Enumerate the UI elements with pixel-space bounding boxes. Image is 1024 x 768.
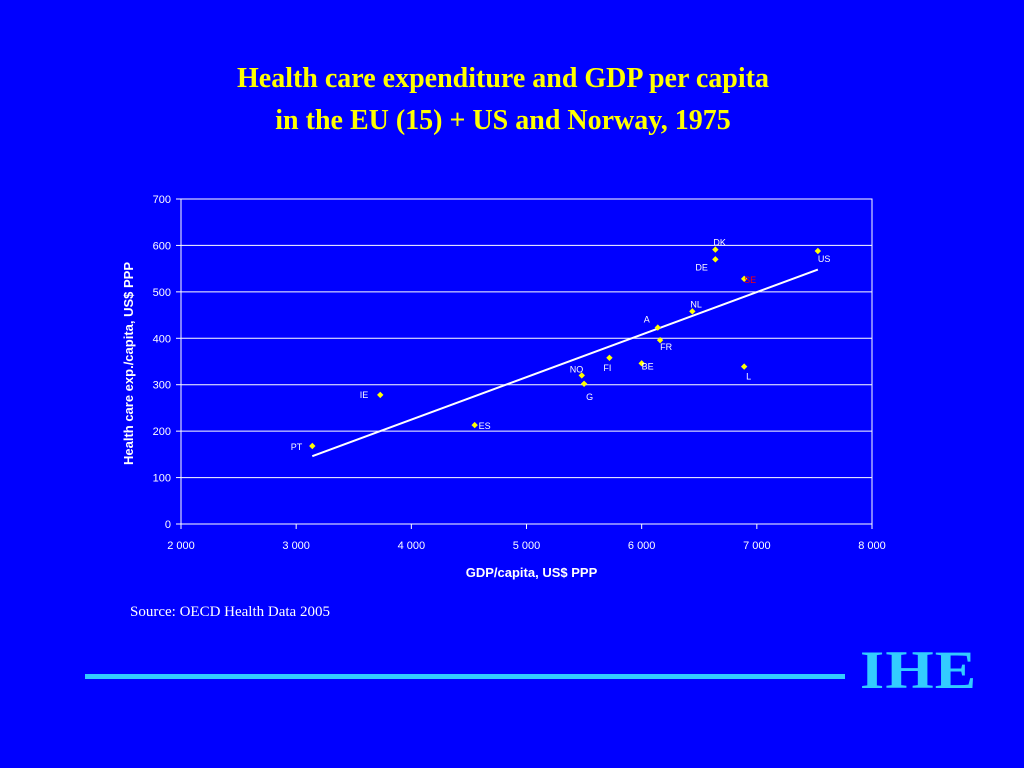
title-line-1: Health care expenditure and GDP per capi… — [237, 63, 769, 94]
x-axis-label: GDP/capita, US$ PPP — [466, 565, 598, 580]
y-tick-label: 100 — [153, 473, 171, 485]
trend-line — [311, 268, 819, 458]
y-tick-label: 400 — [153, 333, 171, 345]
point-label-fi: FI — [603, 363, 611, 373]
plot-area — [180, 198, 873, 525]
point-label-ie: IE — [360, 390, 369, 400]
point-label-es: ES — [479, 421, 491, 431]
x-tick-label: 5 000 — [513, 540, 541, 552]
point-label-no: NO — [570, 364, 584, 374]
point-label-nl: NL — [690, 299, 702, 309]
data-point-ie — [377, 391, 384, 399]
slide-title: Health care expenditure and GDP per capi… — [0, 58, 1006, 142]
source-note: Source: OECD Health Data 2005 — [130, 604, 330, 620]
x-tick-label: 8 000 — [858, 540, 886, 552]
x-tick-label: 3 000 — [282, 540, 310, 552]
data-point-dk — [712, 246, 719, 253]
point-label-be: BE — [642, 361, 654, 371]
point-label-a: A — [644, 315, 650, 325]
title-line-2: in the EU (15) + US and Norway, 1975 — [275, 105, 731, 136]
data-point-be — [638, 360, 645, 367]
data-point-nl — [689, 308, 696, 315]
ihe-logo: IHE — [860, 640, 978, 700]
data-point-fi — [606, 354, 613, 361]
point-label-de: DE — [695, 262, 708, 272]
point-label-se: SE — [744, 275, 756, 285]
y-tick-label: 0 — [165, 519, 171, 531]
point-label-us: US — [818, 254, 831, 264]
data-point-se — [740, 275, 748, 283]
x-tick-label: 4 000 — [398, 540, 426, 552]
data-point-pt — [309, 442, 316, 450]
y-tick-label: 200 — [153, 426, 171, 438]
y-tick-label: 300 — [153, 380, 171, 392]
y-tick-label: 700 — [153, 194, 171, 206]
data-point-no — [578, 372, 585, 379]
point-label-l: L — [746, 372, 751, 382]
footer-divider — [85, 674, 845, 679]
data-point-de — [712, 256, 719, 263]
data-point-fr — [656, 336, 664, 344]
data-point-us — [814, 247, 822, 255]
data-point-es — [471, 421, 478, 429]
y-axis-label: Health care exp./capita, US$ PPP — [121, 262, 136, 465]
x-tick-label: 6 000 — [628, 540, 656, 552]
data-point-l — [740, 363, 748, 370]
x-tick-label: 7 000 — [743, 540, 771, 552]
x-tick-label: 2 000 — [167, 540, 195, 552]
point-label-g: G — [586, 392, 593, 402]
y-tick-label: 600 — [153, 240, 171, 252]
point-label-pt: PT — [291, 442, 303, 452]
data-point-g — [580, 380, 588, 387]
point-label-dk: DK — [713, 238, 726, 248]
data-point-a — [654, 324, 661, 331]
point-label-fr: FR — [660, 342, 672, 352]
y-tick-label: 500 — [153, 287, 171, 299]
